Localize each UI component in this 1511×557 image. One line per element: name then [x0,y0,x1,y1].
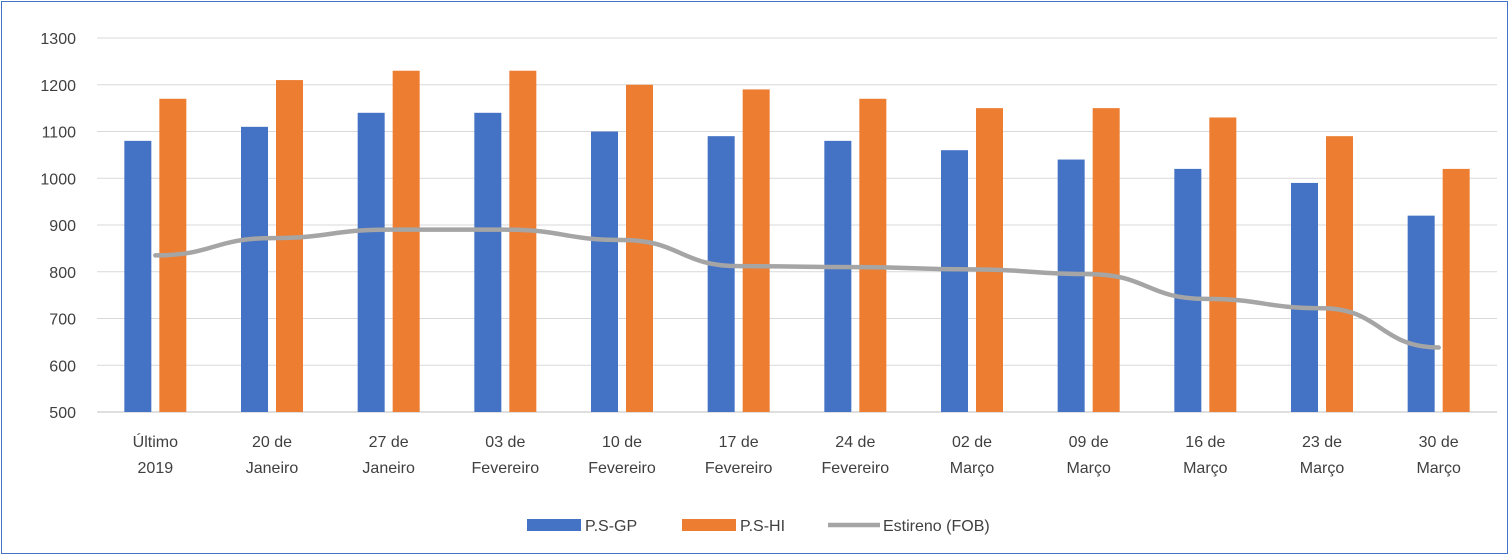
x-tick-label: Último 2019 [133,432,178,477]
y-tick-label: 900 [49,218,76,235]
legend-swatch [682,519,736,531]
bar-p-s-gp [707,136,735,413]
x-tick-label: 30 de Março [1416,434,1461,477]
x-tick-label: 27 de Janeiro [362,434,415,477]
x-tick-label: 10 de Fevereiro [588,434,656,477]
bar-p-s-hi [976,108,1003,412]
y-tick-label: 1300 [40,31,76,48]
x-tick-label: 09 de Março [1066,434,1111,477]
bar-p-s-gp [241,126,268,412]
bar-p-s-hi [276,80,303,412]
bar-p-s-gp [1174,168,1202,412]
y-tick-label: 600 [49,358,76,375]
bar-p-s-hi [859,98,887,413]
y-tick-label: 800 [49,265,76,282]
bar-p-s-gp [1407,215,1435,412]
legend-label: P.S-GP [585,518,637,535]
legend: P.S-GP P.S-HI Estireno (FOB) [527,518,990,535]
bar-p-s-gp [1291,182,1318,412]
bar-p-s-gp [941,150,968,412]
bar-p-s-hi [392,70,420,412]
bar-p-s-gp [124,140,152,412]
bar-p-s-hi [1209,117,1237,412]
legend-swatch [527,519,581,531]
y-axis: 500 600 700 800 900 1000 1100 1200 1300 [40,31,76,422]
gridlines [97,37,1497,413]
line-series [153,227,1441,350]
bar-p-s-hi [626,84,653,412]
bar-p-s-gp [474,112,502,413]
x-tick-label: 02 de Março [950,434,995,477]
bar-p-s-gp [591,131,618,412]
bar-p-s-hi [1326,136,1353,413]
legend-label: Estireno (FOB) [883,518,990,535]
y-tick-label: 1200 [40,78,76,95]
x-tick-label: 03 de Fevereiro [472,434,540,477]
bar-p-s-gp [1057,159,1085,412]
x-tick-label: 17 de Fevereiro [705,434,773,477]
y-tick-label: 1100 [42,125,77,142]
bar-p-s-gp [824,140,852,412]
bar-p-s-gp [357,112,385,413]
line-estireno-fob [153,227,1441,350]
x-tick-label: 23 de Março [1300,434,1345,477]
legend-label: P.S-HI [740,518,785,535]
bar-p-s-hi [1442,168,1470,412]
bar-p-s-hi [509,70,537,412]
x-axis: Último 2019 20 de Janeiro 27 de Janeiro 03 de F… [133,432,1461,477]
bar-p-s-hi [1092,108,1120,412]
bar-p-s-hi [742,89,770,413]
x-tick-label: 16 de Março [1183,434,1228,477]
x-tick-label: 20 de Janeiro [246,434,299,477]
bars [124,70,1470,413]
x-tick-label: 24 de Fevereiro [822,434,890,477]
y-tick-label: 1000 [40,171,76,188]
y-tick-label: 700 [49,312,76,329]
y-tick-label: 500 [49,405,76,422]
